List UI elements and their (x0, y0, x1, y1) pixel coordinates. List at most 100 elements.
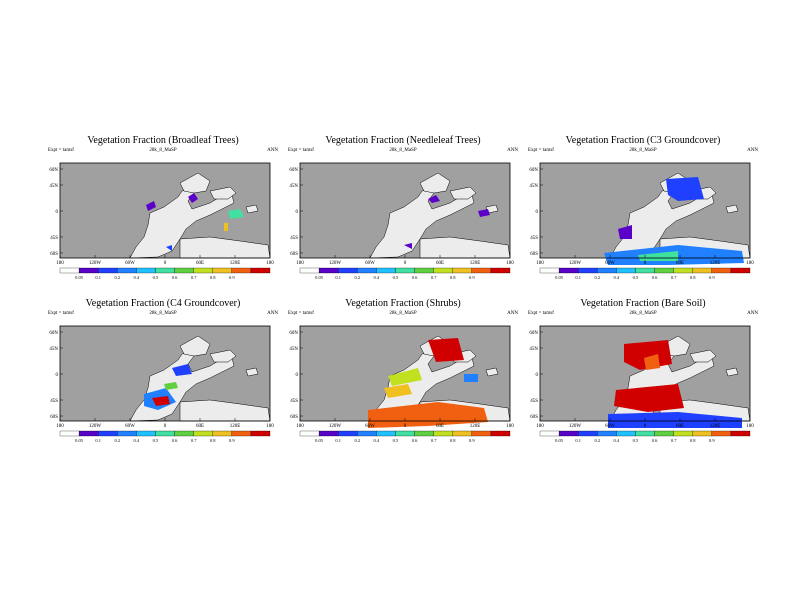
land-mass (179, 335, 211, 357)
lat-tick-label: 60S (290, 252, 298, 257)
lat-tick-label: 45S (50, 399, 58, 404)
expt-label: Expt = tamsf (288, 148, 314, 153)
colorbar-label: 0.7 (431, 275, 437, 280)
colorbar-label: 0.2 (354, 275, 360, 280)
colorbar-label: 0.7 (191, 438, 197, 443)
lon-tick-label: 120W (569, 261, 582, 266)
panel-title: Vegetation Fraction (Shrubs) (345, 298, 461, 309)
lon-tick-label: 180 (506, 261, 514, 266)
colorbar-segment (338, 430, 358, 437)
lat-tick-label: 60S (290, 415, 298, 420)
colorbar-segment (558, 430, 579, 437)
veg-patch (172, 364, 192, 376)
case-label: 28k_8_MaSP (149, 148, 177, 153)
lon-tick-label: 120W (89, 261, 102, 266)
lat-tick-label: 60N (529, 331, 538, 336)
colorbar-label: 0.6 (412, 438, 418, 443)
colorbar-label: 0.5 (633, 275, 639, 280)
panel-bare-soil: Vegetation Fraction (Bare Soil) Expt = t… (528, 298, 758, 443)
colorbar-label: 0.8 (210, 438, 216, 443)
colorbar-segment (155, 267, 175, 274)
colorbar-segment (673, 267, 693, 274)
colorbar-label: 0.8 (450, 438, 456, 443)
colorbar-segment (117, 430, 137, 437)
expt-label: Expt = tamsf (48, 311, 74, 316)
map-c4-groundcover: 60N 45N 0 45S 60S 180 120W 60W 0 60E 120E 180 0.05 0.… (49, 325, 274, 443)
colorbar-segment (490, 267, 511, 274)
colorbar-label: 0.9 (229, 275, 235, 280)
colorbar-label: 0.5 (633, 438, 639, 443)
map-c3-groundcover: 60N 45N 0 45S 60S 180 120W 60W 0 60E 120E 180 0.05 0.… (529, 162, 754, 280)
colorbar-segment (692, 430, 712, 437)
colorbar-label: 0.4 (134, 275, 140, 280)
lon-tick-label: 120W (329, 261, 342, 266)
veg-patch (464, 374, 478, 382)
colorbar-label: 0.2 (114, 438, 120, 443)
colorbar-segment (578, 267, 598, 274)
colorbar-label: 0.7 (191, 275, 197, 280)
veg-patch (164, 382, 178, 390)
lon-tick-label: 180 (746, 261, 754, 266)
veg-overlay-bare-soil (608, 340, 742, 428)
colorbar-segment (616, 430, 636, 437)
colorbar-segment (338, 267, 358, 274)
colorbar-segment (539, 430, 560, 437)
colorbar-segment (193, 267, 213, 274)
veg-patch (224, 223, 228, 231)
veg-patch (166, 245, 172, 251)
season-label: ANN (267, 148, 278, 153)
lat-tick-label: 0 (536, 210, 539, 215)
lat-tick-label: 60N (49, 168, 58, 173)
veg-patch (644, 354, 660, 370)
colorbar-label: 0.05 (555, 438, 564, 443)
map-shrubs: 60N 45N 0 45S 60S 180 120W 60W 0 60E 120E 180 0.05 0.… (289, 325, 514, 443)
lon-tick-label: 0 (644, 261, 647, 266)
veg-overlay-needleleaf (404, 195, 490, 249)
lat-tick-label: 60S (530, 415, 538, 420)
colorbar-segment (117, 267, 137, 274)
colorbar-segment (616, 267, 636, 274)
veg-patch (624, 340, 672, 370)
case-label: 28k_8_MaSP (389, 148, 417, 153)
veg-overlay-c3 (604, 177, 744, 265)
colorbar-segment (193, 430, 213, 437)
colorbar-segment (433, 267, 453, 274)
colorbar-label: 0.4 (134, 438, 140, 443)
map-base (540, 163, 751, 259)
map-base (300, 163, 511, 259)
colorbar-label: 0.4 (614, 275, 620, 280)
lon-tick-label: 60W (125, 261, 135, 266)
lat-tick-label: 45S (290, 399, 298, 404)
lon-tick-label: 180 (296, 424, 304, 429)
veg-patch (666, 177, 704, 201)
panel-title: Vegetation Fraction (C3 Groundcover) (565, 135, 721, 146)
map-bare-soil: 60N 45N 0 45S 60S 180 120W 60W 0 60E 120E 180 0.05 0.… (529, 325, 754, 443)
lon-tick-label: 0 (164, 261, 167, 266)
land-mass (419, 172, 451, 194)
colorbar-label: 0.6 (652, 275, 658, 280)
lat-tick-label: 45N (289, 184, 298, 189)
panel-c4-groundcover: Vegetation Fraction (C4 Groundcover) Exp… (48, 298, 278, 443)
lon-tick-label: 0 (404, 261, 407, 266)
lon-tick-label: 180 (56, 261, 64, 266)
colorbar-label: 0.4 (614, 438, 620, 443)
colorbar-label: 0.6 (172, 438, 178, 443)
lon-tick-label: 120E (710, 424, 721, 429)
colorbar-segment (711, 430, 732, 437)
land-mass (485, 367, 499, 377)
colorbar-label: 0.1 (95, 275, 101, 280)
colorbar-segment (692, 267, 712, 274)
season-label: ANN (267, 311, 278, 316)
colorbar-label: 0.05 (75, 275, 84, 280)
lon-tick-label: 60W (365, 424, 375, 429)
lon-tick-label: 180 (746, 424, 754, 429)
panel-title: Vegetation Fraction (C4 Groundcover) (85, 298, 241, 309)
lat-tick-label: 60S (50, 415, 58, 420)
land-mass (725, 204, 739, 214)
veg-patch (614, 384, 684, 412)
lon-tick-label: 60W (125, 424, 135, 429)
panel-shrubs: Vegetation Fraction (Shrubs) Expt = tams… (288, 298, 518, 443)
land-mass (245, 204, 259, 214)
colorbar-label: 0.1 (335, 438, 341, 443)
veg-patch (146, 201, 156, 211)
